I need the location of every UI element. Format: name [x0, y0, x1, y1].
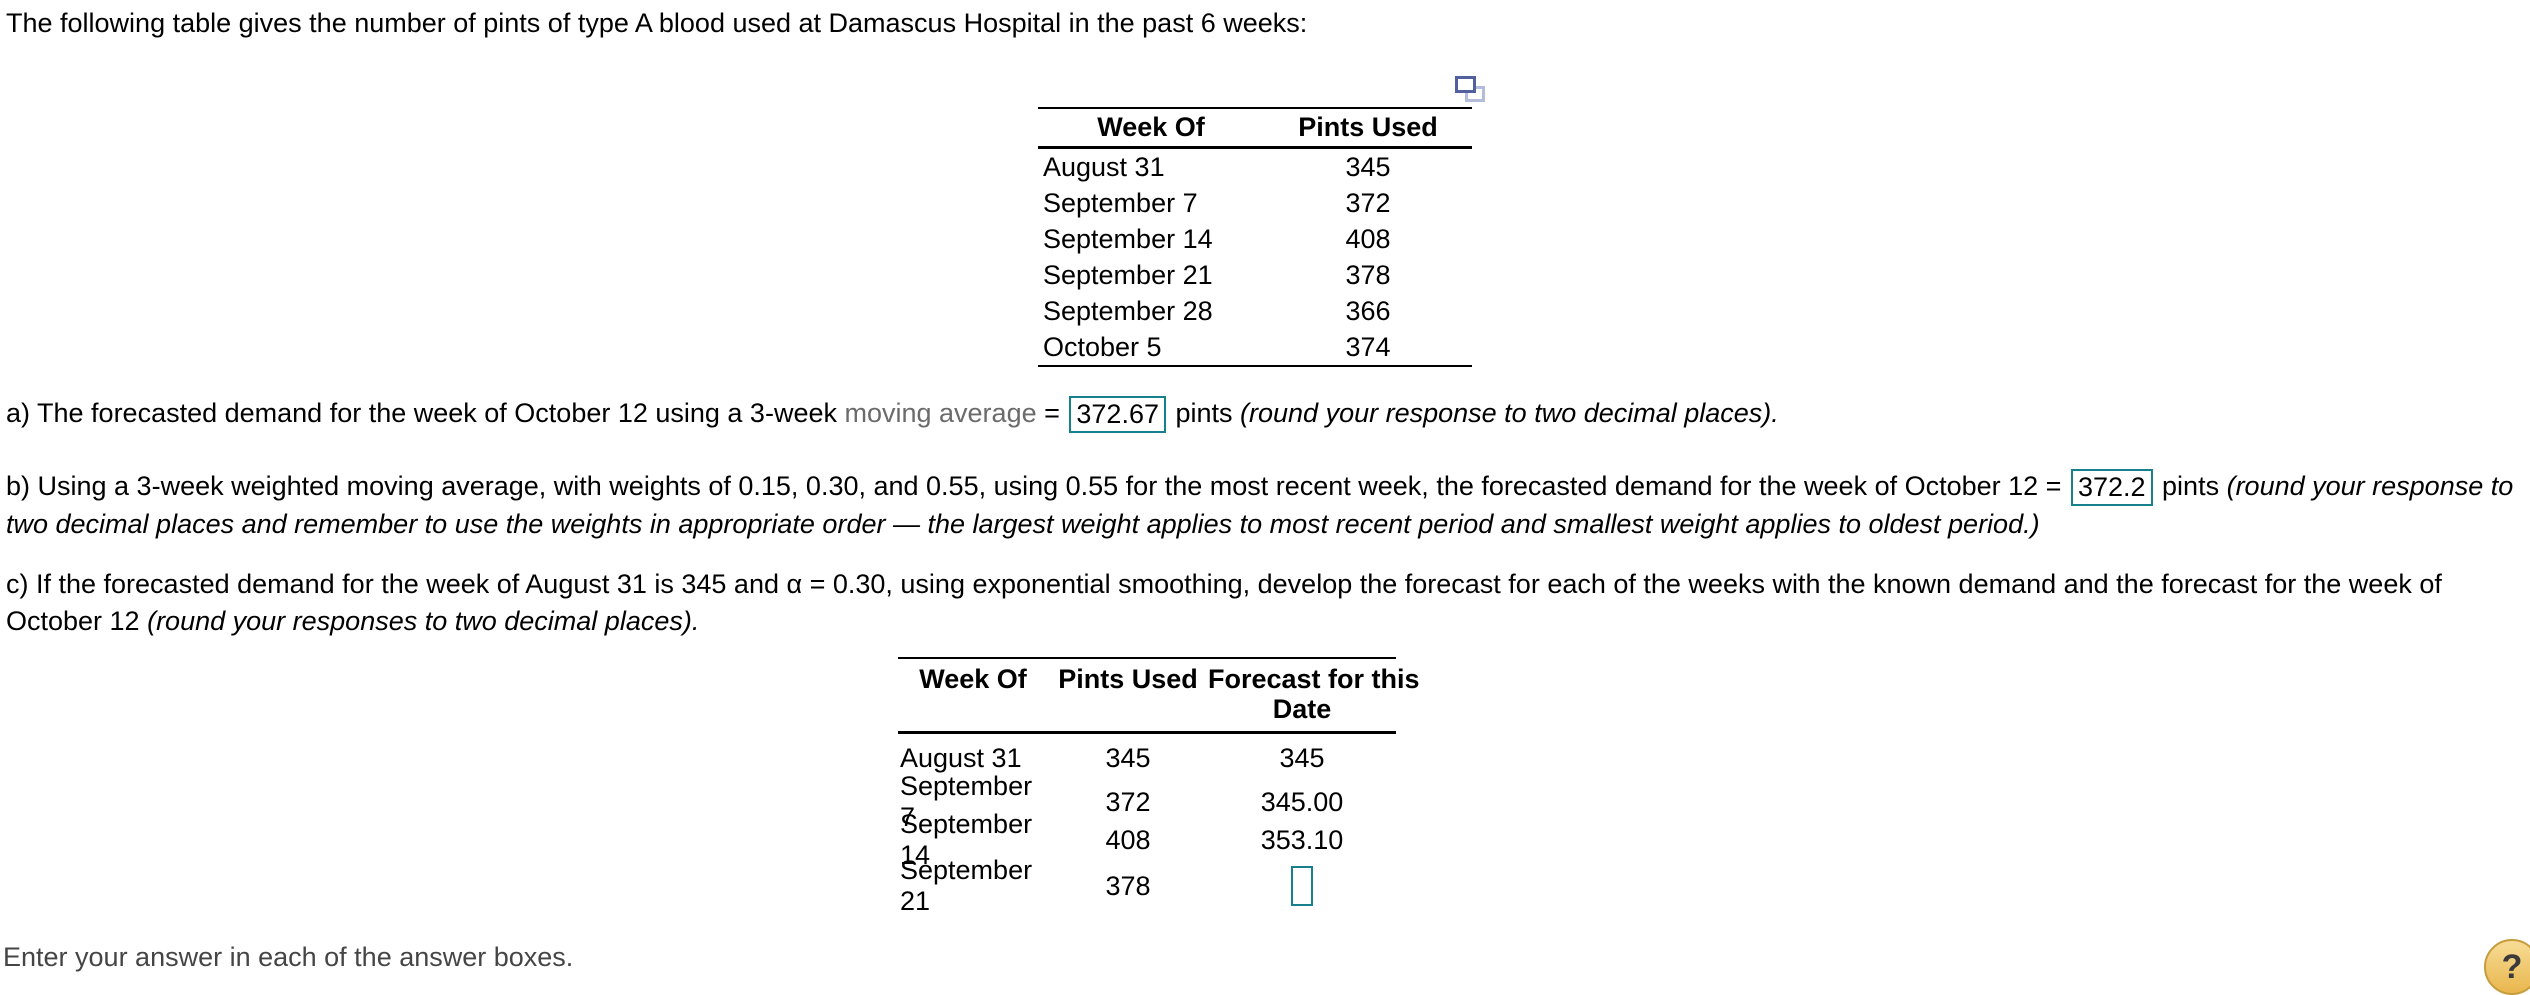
answer-input-b[interactable]: 372.2 — [2070, 469, 2153, 507]
table-row: September 28 366 — [1038, 293, 1472, 329]
table-row: September 7 372 — [1038, 185, 1472, 221]
popout-table-icon[interactable] — [1455, 76, 1485, 103]
part-b-rounding-note: (round your response to two decimal plac… — [6, 471, 2514, 540]
forecast-header-line1: Forecast for this — [1208, 664, 1420, 694]
pints-cell: 366 — [1345, 295, 1391, 326]
pints-cell: 345 — [1105, 742, 1151, 773]
part-b-text: b) Using a 3-week weighted moving averag… — [6, 471, 2069, 501]
part-a-rounding-note: (round your response to two decimal plac… — [1240, 398, 1779, 428]
part-c-question: c) If the forecasted demand for the week… — [6, 566, 2524, 640]
pints-cell: 378 — [1105, 870, 1151, 901]
table-row: September 14 408 — [1038, 221, 1472, 257]
week-cell: September 21 — [900, 855, 1033, 916]
forecast-cell: 353.10 — [1260, 824, 1344, 855]
column-header-pints-used: Pints Used — [1058, 664, 1198, 694]
week-cell: September 21 — [1043, 259, 1213, 290]
pints-cell: 372 — [1345, 187, 1391, 218]
column-header-week-of: Week Of — [919, 664, 1027, 694]
blood-usage-table: Week Of Pints Used August 31 345 Septemb… — [1038, 76, 1485, 367]
part-b-question: b) Using a 3-week weighted moving averag… — [6, 468, 2524, 543]
pints-cell: 345 — [1345, 151, 1391, 182]
forecast-table: Week Of Pints Used Forecast for this Dat… — [898, 657, 1420, 916]
week-cell: August 31 — [1043, 151, 1165, 182]
forecast-table-row: August 31 345 345 — [898, 734, 1396, 782]
column-header-forecast: Forecast for this Date — [1208, 664, 1420, 724]
table-row: October 5 374 — [1038, 329, 1472, 365]
forecast-table-row: September 7 372 345.00 — [898, 771, 1396, 832]
week-cell: September 7 — [1043, 187, 1198, 218]
forecast-table-header-row: Week Of Pints Used Forecast for this Dat… — [898, 659, 1420, 734]
question-intro-text: The following table gives the number of … — [6, 8, 1308, 38]
popout-icon-front-rect — [1455, 76, 1476, 93]
forecast-table-row: September 21 378 — [898, 855, 1396, 916]
part-a-equals: = — [1036, 398, 1068, 428]
part-a-units: pints — [1167, 398, 1241, 428]
week-cell: September 14 — [900, 809, 1033, 870]
moving-average-term: moving average — [844, 398, 1037, 428]
column-header-week-of: Week Of — [1097, 112, 1205, 142]
table-header-row: Week Of Pints Used — [1038, 109, 1472, 149]
part-a-text: a) The forecasted demand for the week of… — [6, 398, 845, 428]
answer-input-forecast-sep21[interactable] — [1291, 866, 1313, 906]
week-cell: August 31 — [900, 742, 1022, 773]
forecast-cell — [1208, 866, 1396, 906]
pints-cell: 408 — [1105, 824, 1151, 855]
pints-cell: 378 — [1345, 259, 1391, 290]
pints-cell: 372 — [1105, 786, 1151, 817]
column-header-pints-used: Pints Used — [1298, 112, 1438, 142]
table-row: August 31 345 — [1038, 149, 1472, 185]
help-button[interactable]: ? — [2484, 939, 2530, 995]
answer-input-a[interactable]: 372.67 — [1069, 396, 1166, 434]
forecast-cell: 345.00 — [1260, 786, 1344, 817]
forecast-table-row: September 14 408 353.10 — [898, 809, 1396, 870]
week-cell: September 28 — [1043, 295, 1213, 326]
forecast-header-line2: Date — [1272, 694, 1332, 724]
pints-cell: 374 — [1345, 331, 1391, 362]
week-cell: October 5 — [1043, 331, 1162, 362]
part-c-rounding-note: (round your responses to two decimal pla… — [147, 606, 700, 636]
table-row: September 21 378 — [1038, 257, 1472, 293]
pints-cell: 408 — [1345, 223, 1391, 254]
part-a-question: a) The forecasted demand for the week of… — [6, 395, 2524, 434]
forecast-cell: 345 — [1279, 742, 1325, 773]
week-cell: September 14 — [1043, 223, 1213, 254]
part-c-text: c) If the forecasted demand for the week… — [6, 569, 2442, 636]
part-b-units: pints — [2154, 471, 2227, 501]
question-mark-icon: ? — [2501, 947, 2523, 986]
week-cell: September 7 — [900, 771, 1033, 832]
